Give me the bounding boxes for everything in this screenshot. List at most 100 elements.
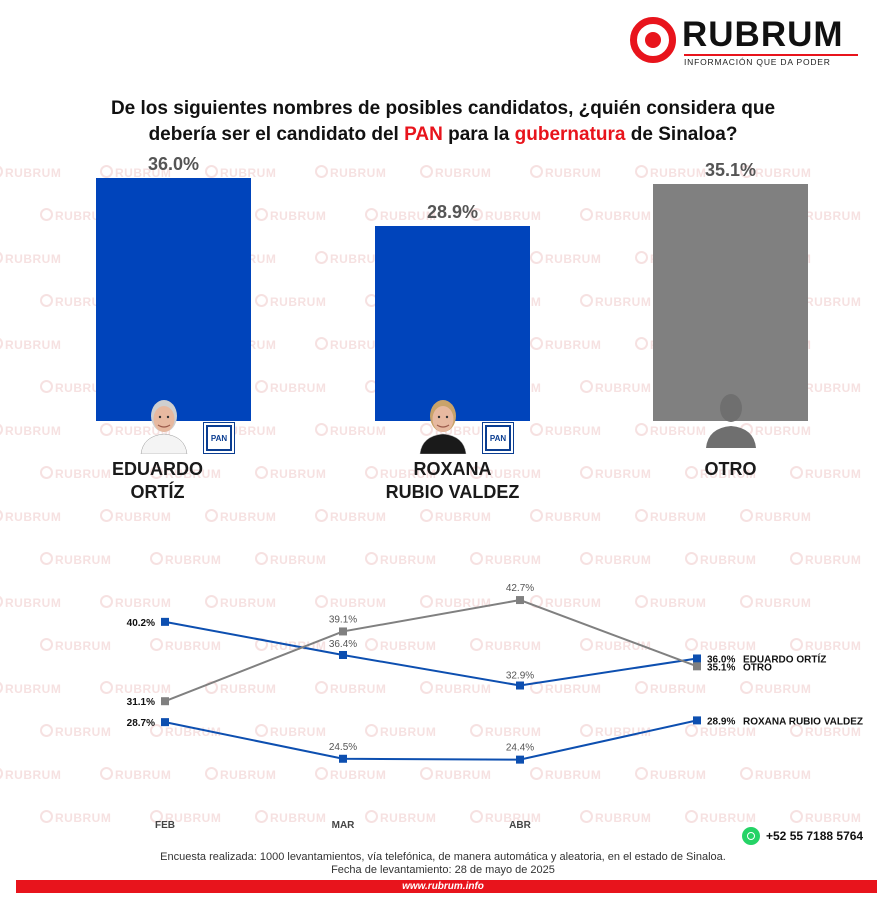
series-name-label: ROXANA RUBIO VALDEZ [743, 716, 863, 727]
watermark-text: RUBRUM [420, 767, 491, 782]
watermark-text: RUBRUM [100, 767, 171, 782]
watermark-text: RUBRUM [40, 724, 111, 739]
watermark-text: RUBRUM [790, 638, 861, 653]
title-segment: para la [442, 124, 515, 145]
website-link[interactable]: www.rubrum.info [402, 881, 484, 892]
watermark-text: RUBRUM [315, 767, 386, 782]
watermark-text: RUBRUM [150, 810, 221, 825]
watermark-text: RUBRUM [40, 810, 111, 825]
watermark-text: RUBRUM [635, 767, 706, 782]
watermark-text: RUBRUM [365, 724, 436, 739]
candidate-name: OTRO [631, 458, 831, 481]
series-point [161, 617, 169, 626]
watermark-text: RUBRUM [580, 294, 651, 309]
watermark-text: RUBRUM [580, 810, 651, 825]
watermark-text: RUBRUM [255, 294, 326, 309]
watermark-text: RUBRUM [150, 638, 221, 653]
x-tick-label: MAR [332, 820, 356, 830]
data-label: 32.9% [506, 671, 534, 682]
x-tick-label: FEB [155, 820, 175, 830]
candidate-name-line: ORTÍZ [130, 482, 185, 502]
watermark-text: RUBRUM [315, 337, 386, 352]
watermark-text: RUBRUM [530, 595, 601, 610]
candidate-name-line: ROXANA [413, 459, 492, 479]
series-point [339, 650, 347, 659]
series-name-label: OTRO [743, 662, 772, 673]
footer-bar [16, 880, 877, 893]
watermark-text: RUBRUM [315, 681, 386, 696]
watermark-text: RUBRUM [740, 595, 811, 610]
watermark-text: RUBRUM [685, 724, 756, 739]
watermark-text: RUBRUM [530, 767, 601, 782]
watermark-text: RUBRUM [100, 681, 171, 696]
watermark-text: RUBRUM [740, 509, 811, 524]
watermark-text: RUBRUM [790, 552, 861, 567]
watermark-text: RUBRUM [205, 165, 276, 180]
watermark-text: RUBRUM [255, 724, 326, 739]
bar-1 [96, 178, 251, 421]
series-point [693, 654, 701, 663]
watermark-text: RUBRUM [530, 251, 601, 266]
watermark-text: RUBRUM [790, 724, 861, 739]
watermark-text: RUBRUM [635, 681, 706, 696]
watermark-text: RUBRUM [685, 552, 756, 567]
watermark-text: RUBRUM [0, 423, 61, 438]
person-silhouette-icon [705, 388, 756, 450]
watermark-text: RUBRUM [205, 595, 276, 610]
watermark-text: RUBRUM [420, 595, 491, 610]
series-line [164, 719, 698, 761]
watermark-text: RUBRUM [100, 165, 171, 180]
pan-party-logo: PAN [203, 422, 235, 454]
watermark-text: RUBRUM [365, 552, 436, 567]
watermark-text: RUBRUM [40, 552, 111, 567]
watermark-text: RUBRUM [255, 466, 326, 481]
watermark-text: RUBRUM [255, 810, 326, 825]
watermark-text: RUBRUM [255, 552, 326, 567]
watermark-text: RUBRUM [530, 423, 601, 438]
watermark-text: RUBRUM [100, 509, 171, 524]
candidate-name-line: RUBIO VALDEZ [385, 482, 520, 502]
pan-party-logo: PAN [482, 422, 514, 454]
series-point [339, 627, 347, 636]
series-point [339, 754, 347, 763]
watermark-text: RUBRUM [740, 165, 811, 180]
x-tick-label: ABR [509, 820, 531, 830]
watermark-text: RUBRUM [580, 380, 651, 395]
candidate-name-line: EDUARDO [111, 459, 203, 479]
watermark-text: RUBRUM [0, 509, 61, 524]
watermark-text: RUBRUM [255, 380, 326, 395]
watermark-text: RUBRUM [0, 681, 61, 696]
series-point [161, 697, 169, 706]
series-point [693, 716, 701, 725]
watermark-text: RUBRUM [365, 208, 436, 223]
rubrum-logo: RUBRUM INFORMACIÓN QUE DA PODER [630, 14, 870, 67]
watermark-text: RUBRUM [40, 638, 111, 653]
watermark-text: RUBRUM [470, 552, 541, 567]
series-name-label: EDUARDO ORTÍZ [743, 652, 826, 665]
candidate-name-line: OTRO [704, 459, 757, 479]
watermark-text: RUBRUM [685, 466, 756, 481]
watermark-text: RUBRUM [530, 509, 601, 524]
watermark-text: RUBRUM [150, 466, 221, 481]
watermark-text: RUBRUM [470, 466, 541, 481]
bar-3 [653, 184, 808, 421]
watermark-text: RUBRUM [470, 724, 541, 739]
watermark-text: RUBRUM [315, 595, 386, 610]
data-label: 24.5% [329, 742, 357, 753]
data-label: 28.7% [127, 718, 155, 729]
watermark-text: RUBRUM [205, 767, 276, 782]
bar-value-label: 36.0% [147, 154, 200, 174]
watermark-text: RUBRUM [365, 466, 436, 481]
data-label: 31.1% [127, 697, 155, 708]
watermark-text: RUBRUM [365, 810, 436, 825]
series-point [516, 755, 524, 764]
watermark-text: RUBRUM [150, 724, 221, 739]
watermark-text: RUBRUM [40, 466, 111, 481]
bar-value-label: 35.1% [704, 160, 757, 181]
watermark-text: RUBRUM [205, 681, 276, 696]
series-line [164, 620, 698, 687]
series-point [516, 681, 524, 690]
title-segment: debería ser el candidato del [148, 124, 405, 145]
contact-phone[interactable]: +52 55 7188 5764 [742, 826, 863, 846]
series-point [516, 596, 524, 605]
